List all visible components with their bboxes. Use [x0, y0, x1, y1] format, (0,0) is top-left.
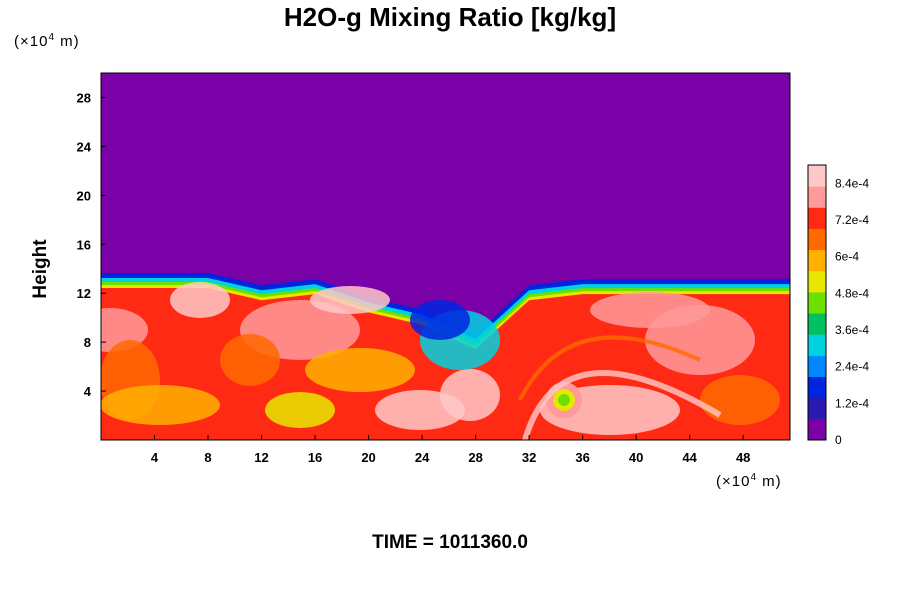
colorbar-swatch-2: [808, 376, 826, 399]
field-arc-1: [522, 370, 722, 440]
y-tick-label-3: 16: [77, 237, 91, 252]
field-feature-3: [170, 282, 230, 318]
y-tick-label-0: 4: [84, 384, 92, 399]
x-axis-unit: (×104 m): [716, 472, 782, 490]
chart-title: H2O-g Mixing Ratio [kg/kg]: [283, 2, 617, 32]
colorbar-swatch-10: [808, 207, 826, 229]
colorbar-label-2: 2.4e-4: [835, 360, 869, 374]
colorbar-label-5: 6e-4: [835, 250, 859, 264]
colorbar-frame: [807, 164, 827, 441]
colorbar-swatch-3: [808, 355, 826, 378]
colorbar-swatch-5: [808, 313, 826, 335]
x-tick-label-8: 36: [575, 450, 589, 465]
y-tick-label-5: 24: [77, 139, 92, 154]
colorbar-label-0: 0: [835, 433, 842, 447]
colorbar-swatch-8: [808, 249, 826, 272]
x-tick-label-1: 8: [204, 450, 211, 465]
colorbar-swatch-9: [808, 228, 826, 251]
x-tick-label-0: 4: [151, 450, 159, 465]
x-tick-label-10: 44: [682, 450, 697, 465]
y-axis-unit: (×104 m): [14, 32, 80, 50]
colorbar-label-1: 1.2e-4: [835, 396, 869, 410]
colorbar-swatch-12: [808, 165, 826, 187]
y-tick-label-6: 28: [77, 90, 91, 105]
field-arc-2: [518, 335, 701, 401]
colorbar-swatch-6: [808, 291, 826, 314]
y-tick-label-4: 20: [77, 188, 91, 203]
field-feature-7: [265, 392, 335, 428]
field-feature-9: [440, 369, 500, 421]
heatmap-field: [101, 73, 790, 440]
x-tick-label-7: 32: [522, 450, 536, 465]
x-tick-label-5: 24: [415, 450, 430, 465]
eddy-core: [558, 394, 570, 406]
x-tick-label-4: 20: [361, 450, 375, 465]
field-feature-16: [310, 286, 390, 314]
field-feature-5: [305, 348, 415, 392]
x-tick-label-9: 40: [629, 450, 643, 465]
plot-frame: [100, 72, 791, 441]
x-tick-label-6: 28: [468, 450, 482, 465]
time-annotation: TIME = 1011360.0: [372, 532, 528, 553]
colorbar-label-3: 3.6e-4: [835, 323, 869, 337]
colorbar-swatch-4: [808, 334, 826, 356]
field-feature-8: [220, 334, 280, 386]
colorbar-label-6: 7.2e-4: [835, 213, 869, 227]
y-tick-label-2: 12: [77, 286, 91, 301]
colorbar-label-4: 4.8e-4: [835, 286, 869, 300]
colorbar-swatch-7: [808, 270, 826, 293]
colorbar-swatch-1: [808, 397, 826, 420]
field-feature-2: [101, 385, 220, 425]
y-tick-label-1: 8: [84, 335, 91, 350]
x-tick-label-11: 48: [736, 450, 750, 465]
field-feature-15: [410, 300, 470, 340]
colorbar-swatch-0: [808, 418, 826, 441]
field-feature-13: [700, 375, 780, 425]
colorbar-swatch-11: [808, 186, 826, 208]
field-feature-17: [590, 292, 710, 328]
colorbar-label-7: 8.4e-4: [835, 176, 869, 190]
x-tick-label-3: 16: [308, 450, 322, 465]
x-tick-label-2: 12: [254, 450, 268, 465]
